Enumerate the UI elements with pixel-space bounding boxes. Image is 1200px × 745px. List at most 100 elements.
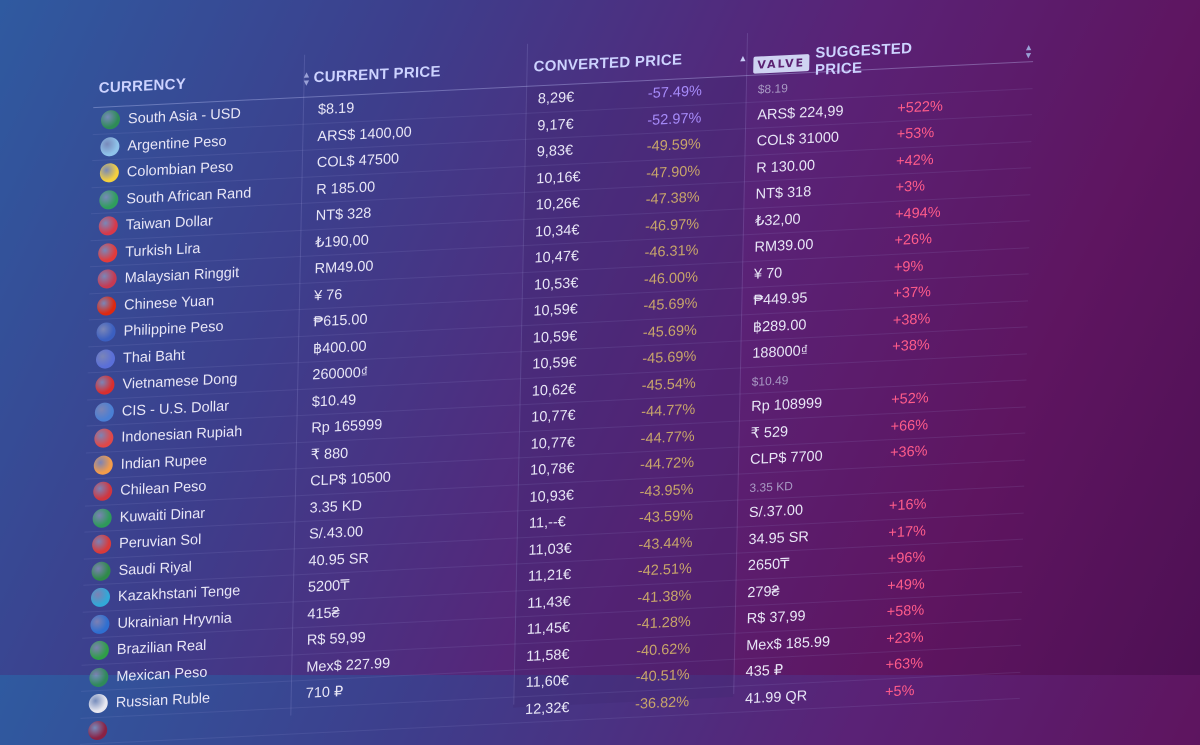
russia-flag-icon <box>88 693 108 714</box>
converted-percent: -46.31% <box>644 242 699 262</box>
current-price: CLP$ 10500 <box>310 469 391 490</box>
sort-icon[interactable]: ▲ ▼ <box>301 68 312 88</box>
peru-flag-icon <box>91 534 112 555</box>
converted-price: 11,43€ <box>527 593 571 612</box>
converted-percent: -40.51% <box>635 667 690 686</box>
suggested-diff: +23% <box>885 629 924 647</box>
suggested-price: $8.19 <box>757 81 788 97</box>
philippines-flag-icon <box>96 322 116 343</box>
suggested-diff: +494% <box>894 204 941 223</box>
header-currency-label: CURRENCY <box>98 75 187 97</box>
mexico-flag-icon <box>89 666 109 687</box>
converted-price: 11,58€ <box>526 646 570 665</box>
suggested-diff: +9% <box>893 257 924 276</box>
converted-percent: -45.69% <box>643 295 698 315</box>
current-price: Rp 165999 <box>311 417 383 437</box>
currency-name: Russian Ruble <box>115 690 211 712</box>
converted-price: 10,93€ <box>529 487 575 506</box>
converted-percent: -47.38% <box>645 189 700 209</box>
suggested-price: ฿289.00 <box>752 316 807 336</box>
currency-name: Mexican Peso <box>116 664 208 685</box>
currency-name: Indonesian Rupiah <box>121 423 243 446</box>
converted-price: 10,59€ <box>532 327 578 347</box>
converted-percent: -43.44% <box>638 534 693 554</box>
malaysia-flag-icon <box>97 268 117 289</box>
current-price: 5200₸ <box>307 577 350 596</box>
header-current-price-label: CURRENT PRICE <box>313 63 442 87</box>
header-converted-price[interactable]: CONVERTED PRICE ▲ <box>533 51 747 76</box>
converted-price: 10,16€ <box>536 168 581 187</box>
ukraine-flag-icon <box>90 613 110 634</box>
currency-name: South African Rand <box>126 184 252 208</box>
currency-name: Argentine Peso <box>127 133 227 154</box>
suggested-price: R 130.00 <box>756 157 816 177</box>
currency-name: Saudi Riyal <box>118 558 193 579</box>
currency-name: Taiwan Dollar <box>125 213 213 234</box>
suggested-price: NT$ 318 <box>755 183 812 203</box>
current-price: 415₴ <box>307 604 340 623</box>
current-price: R$ 59,99 <box>306 629 366 649</box>
converted-percent: -41.28% <box>636 613 691 633</box>
suggested-price: 188000₫ <box>752 343 809 362</box>
argentina-flag-icon <box>100 136 120 157</box>
sort-ascending-icon[interactable]: ▲ <box>738 53 748 64</box>
currency-name: Vietnamese Dong <box>122 371 238 393</box>
suggested-price: R$ 37,99 <box>746 608 806 628</box>
current-price: Mex$ 227.99 <box>306 655 391 676</box>
currency-name: Thai Baht <box>122 347 186 367</box>
suggested-price: 34.95 SR <box>748 528 810 548</box>
converted-price: 11,--€ <box>528 514 566 532</box>
converted-price: 10,47€ <box>534 248 580 267</box>
converted-price: 10,53€ <box>533 274 579 294</box>
converted-price: 10,77€ <box>530 434 576 453</box>
chile-flag-icon <box>93 481 113 502</box>
current-price: ARS$ 1400,00 <box>317 124 412 145</box>
currency-name: Ukrainian Hryvnia <box>117 609 233 632</box>
current-price: R 185.00 <box>316 178 376 198</box>
converted-percent: -42.51% <box>637 560 693 580</box>
currency-name: Chilean Peso <box>120 478 207 499</box>
converted-percent: -44.77% <box>641 401 696 421</box>
colombia-flag-icon <box>99 162 120 183</box>
converted-percent: -43.95% <box>639 481 694 500</box>
converted-percent: -45.54% <box>641 375 696 394</box>
saudi-flag-icon <box>91 560 111 581</box>
suggested-diff: +49% <box>887 575 925 594</box>
header-current-price[interactable]: CURRENT PRICE <box>313 63 441 86</box>
suggested-price: Rp 108999 <box>751 395 823 415</box>
suggested-diff: +17% <box>888 522 927 541</box>
currency-name: Brazilian Real <box>116 637 207 659</box>
suggested-diff: +53% <box>896 124 935 143</box>
suggested-diff: +96% <box>887 549 926 568</box>
suggested-price: 41.99 QR <box>744 687 808 707</box>
converted-price: 10,26€ <box>535 195 581 214</box>
brazil-flag-icon <box>89 640 110 661</box>
header-currency[interactable]: CURRENCY ▲ ▼ <box>98 68 312 97</box>
header-converted-price-label: CONVERTED PRICE <box>533 51 683 76</box>
valve-logo: VALVE <box>753 53 810 74</box>
converted-percent: -40.62% <box>636 640 691 660</box>
converted-price: 10,77€ <box>531 407 576 426</box>
kuwait-flag-icon <box>92 507 112 528</box>
suggested-diff: +52% <box>890 390 929 409</box>
south-africa-flag-icon <box>99 189 119 210</box>
sort-icon[interactable]: ▲ ▼ <box>1023 42 1034 61</box>
converted-percent: -43.59% <box>638 507 694 527</box>
suggested-price: 279₴ <box>747 583 780 601</box>
converted-price: 10,34€ <box>534 221 580 241</box>
currency-name: CIS - U.S. Dollar <box>121 398 230 420</box>
current-price: 710 ₽ <box>305 683 344 702</box>
currency-name: Peruvian Sol <box>118 531 202 552</box>
converted-percent: -49.59% <box>646 136 701 156</box>
suggested-diff: +37% <box>893 284 932 302</box>
converted-percent: -52.97% <box>647 109 702 129</box>
suggested-price: ARS$ 224,99 <box>757 102 844 124</box>
suggested-price: CLP$ 7700 <box>749 448 823 469</box>
suggested-price: Mex$ 185.99 <box>746 633 831 654</box>
suggested-price: ₺32,00 <box>754 210 801 230</box>
currency-name: Turkish Lira <box>125 240 201 261</box>
current-price: ¥ 76 <box>313 286 343 304</box>
converted-price: 10,78€ <box>529 460 575 479</box>
converted-percent: -45.69% <box>642 348 697 368</box>
suggested-price: 3.35 KD <box>749 478 793 495</box>
